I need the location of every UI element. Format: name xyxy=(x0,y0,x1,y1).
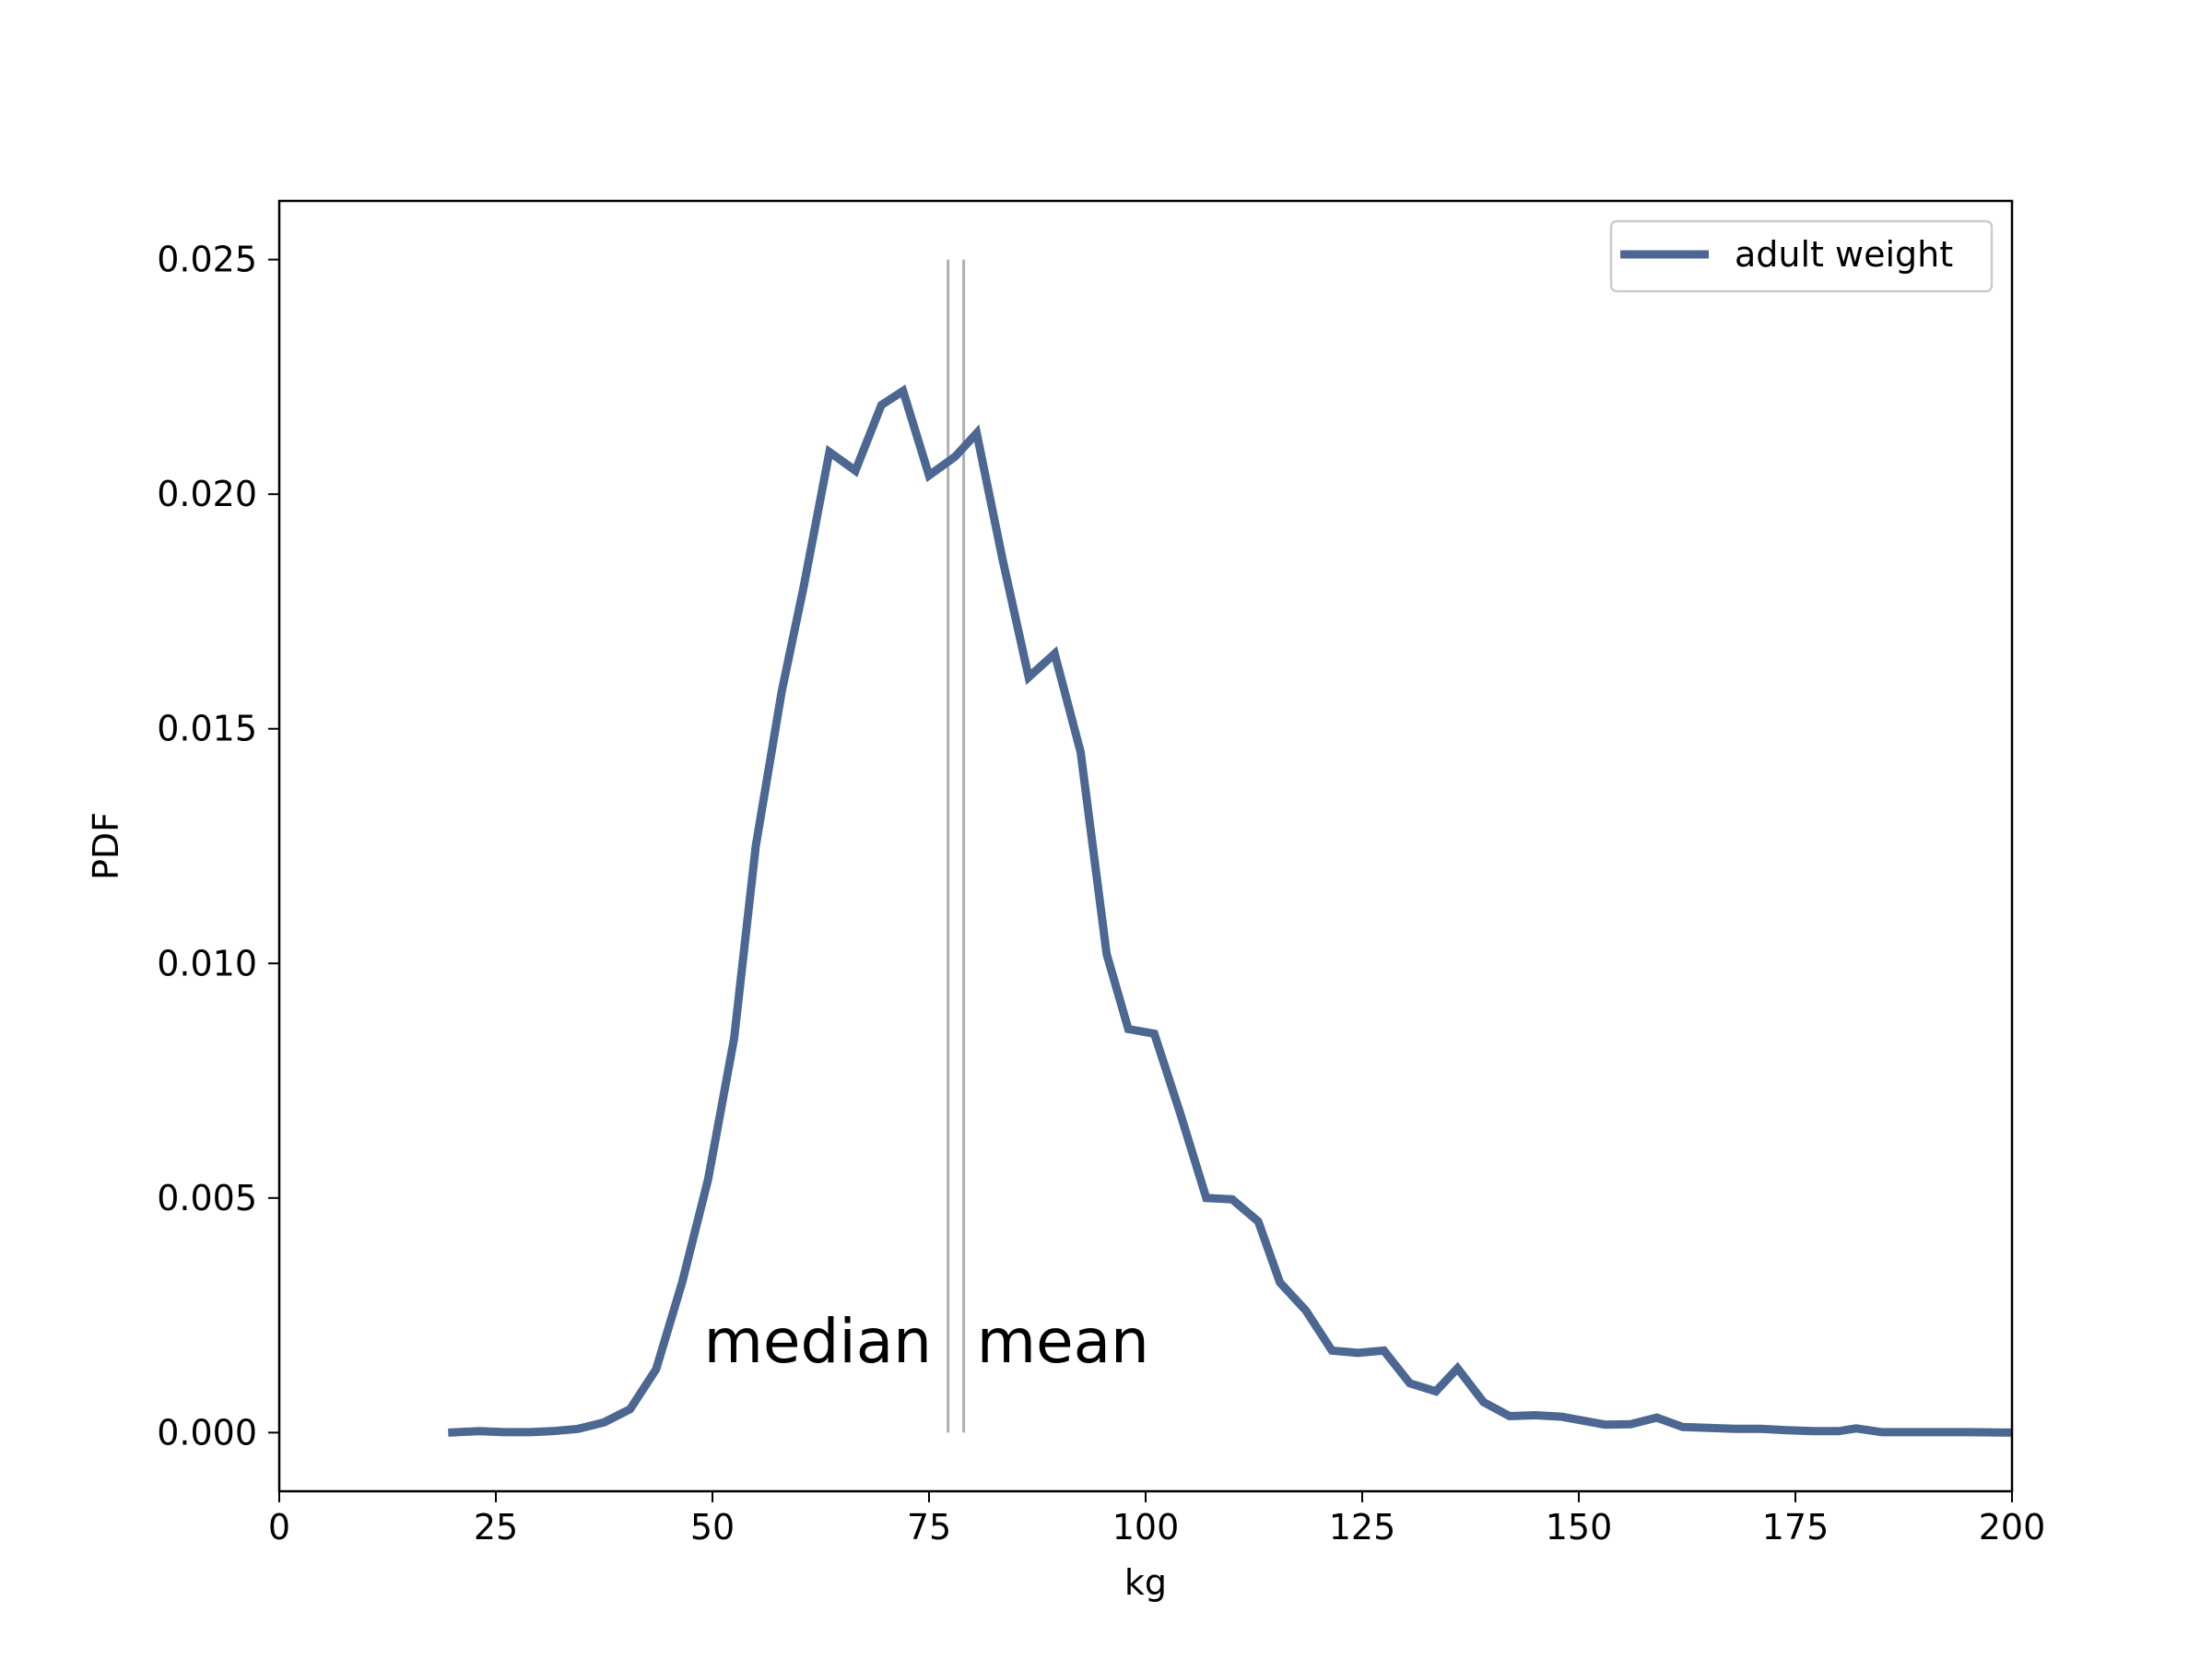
x-tick-label: 150 xyxy=(1546,1507,1613,1547)
x-tick-label: 50 xyxy=(690,1507,735,1547)
legend: adult weight xyxy=(1609,219,1994,293)
y-axis-ticks: 0.000 0.005 0.010 0.015 0.020 0.025 xyxy=(157,240,279,1453)
annotation-layer: median mean xyxy=(704,1306,1149,1377)
plot-frame xyxy=(277,199,2014,1493)
y-axis-label: PDF xyxy=(86,812,126,880)
y-tick-label: 0.000 xyxy=(157,1412,257,1453)
y-tick-label: 0.005 xyxy=(157,1178,257,1218)
legend-label-adult-weight: adult weight xyxy=(1735,234,1953,275)
x-tick-label: 0 xyxy=(268,1507,290,1547)
x-tick-label: 175 xyxy=(1762,1507,1830,1547)
series-layer xyxy=(448,384,2013,1437)
y-tick-label: 0.020 xyxy=(157,474,257,514)
x-axis-ticks: 0 25 50 75 100 125 150 175 200 xyxy=(268,1491,2045,1547)
x-axis-label: kg xyxy=(1124,1562,1167,1603)
x-tick-label: 200 xyxy=(1979,1507,2046,1547)
x-tick-label: 100 xyxy=(1112,1507,1180,1547)
y-tick-label: 0.010 xyxy=(157,943,257,983)
x-tick-label: 125 xyxy=(1329,1507,1396,1547)
reference-lines xyxy=(947,259,966,1433)
y-tick-label: 0.025 xyxy=(157,240,257,280)
legend-box xyxy=(1609,219,1994,293)
x-tick-label: 25 xyxy=(474,1507,518,1547)
mean-annotation: mean xyxy=(977,1306,1149,1377)
series-line-0 xyxy=(448,384,2013,1437)
y-tick-label: 0.015 xyxy=(157,709,257,749)
x-tick-label: 75 xyxy=(907,1507,951,1547)
median-annotation: median xyxy=(704,1306,932,1377)
